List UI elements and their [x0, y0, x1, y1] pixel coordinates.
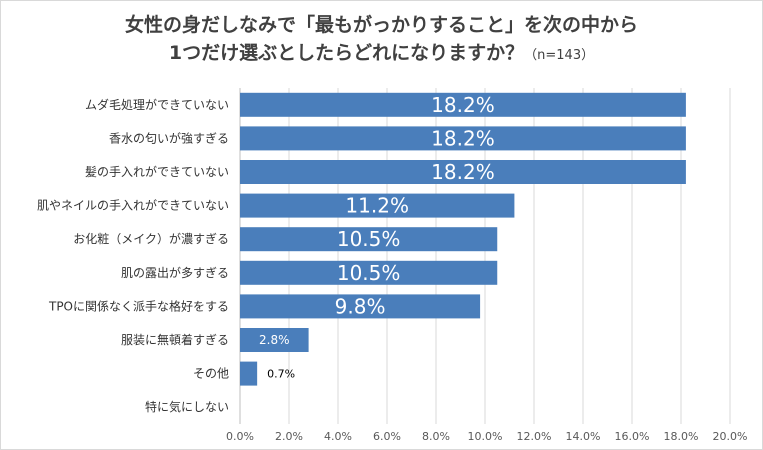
category-label: 特に気にしない — [145, 399, 229, 414]
x-tick-label: 12.0% — [517, 430, 552, 443]
value-label: 11.2% — [345, 194, 409, 218]
x-tick-label: 14.0% — [566, 430, 601, 443]
value-label: 18.2% — [431, 160, 495, 184]
bar — [240, 361, 258, 386]
category-label: 肌やネイルの手入れができていない — [37, 198, 229, 213]
bar — [240, 92, 686, 117]
x-tick-label: 4.0% — [324, 430, 352, 443]
chart-title-line1: 女性の身だしなみで「最もがっかりすること」を次の中から — [124, 14, 638, 36]
category-label: 服装に無頓着すぎる — [121, 332, 229, 347]
category-label: ムダ毛処理ができていない — [85, 97, 229, 112]
category-label: TPOに関係なく派手な格好をする — [48, 298, 229, 313]
x-tick-label: 18.0% — [664, 430, 699, 443]
bar — [240, 160, 686, 184]
category-label: お化粧（メイク）が濃すぎる — [73, 231, 229, 246]
value-label: 18.2% — [431, 93, 495, 117]
category-label: 肌の露出が多すぎる — [121, 265, 229, 280]
chart-title: 女性の身だしなみで「最もがっかりすること」を次の中から 1つだけ選ぶとしたらどれ… — [1, 11, 762, 70]
sample-size: （n=143） — [524, 48, 595, 63]
x-tick-label: 16.0% — [615, 430, 650, 443]
bar — [240, 260, 498, 285]
bar — [240, 294, 481, 319]
value-label: 18.2% — [431, 126, 495, 150]
category-label: その他 — [193, 367, 229, 381]
value-label: 10.5% — [337, 261, 401, 285]
x-tick-label: 2.0% — [275, 430, 303, 443]
x-tick-label: 20.0% — [713, 430, 748, 443]
x-tick-label: 8.0% — [422, 430, 450, 443]
bar — [240, 193, 515, 218]
x-tick-label: 0.0% — [226, 430, 254, 443]
value-label: 0.7% — [267, 368, 295, 381]
value-label: 9.8% — [335, 294, 386, 318]
chart-title-line2-text: 1つだけ選ぶとしたらどれになりますか？ — [168, 42, 525, 64]
x-tick-label: 6.0% — [373, 430, 401, 443]
category-label: 髪の手入れができていない — [85, 164, 229, 179]
value-label: 10.5% — [337, 227, 401, 251]
category-label: 香水の匂いが強すぎる — [109, 130, 229, 145]
bar — [240, 126, 686, 151]
value-label: 2.8% — [259, 333, 290, 347]
x-tick-label: 10.0% — [468, 430, 503, 443]
chart-title-line2: 1つだけ選ぶとしたらどれになりますか？（n=143） — [1, 39, 762, 70]
bar — [240, 328, 309, 352]
bar — [240, 227, 498, 252]
